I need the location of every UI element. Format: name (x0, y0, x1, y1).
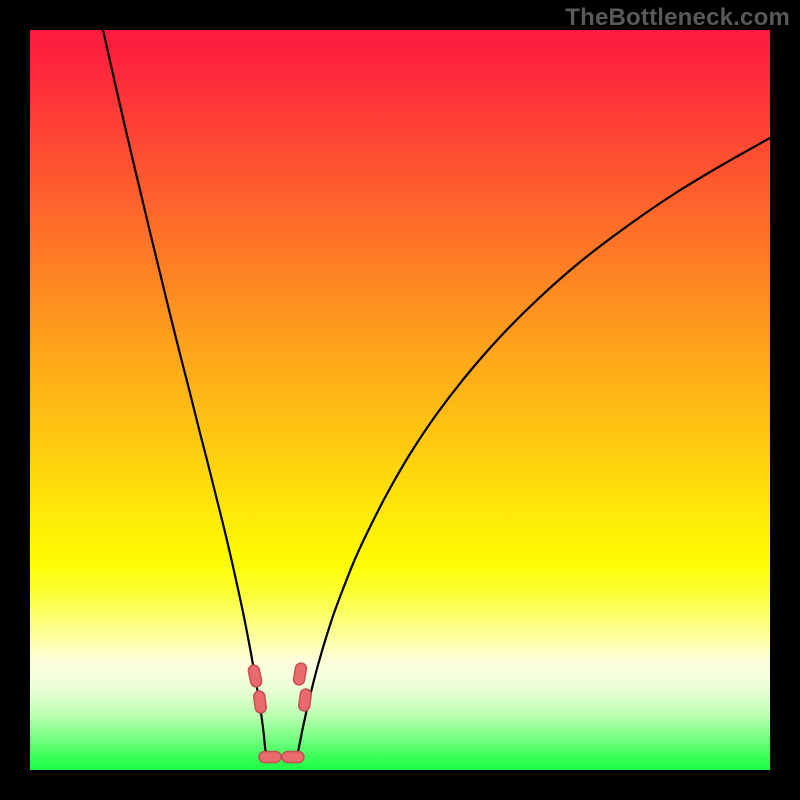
pill-marker-3 (298, 688, 312, 711)
watermark-text: TheBottleneck.com (565, 4, 790, 32)
pill-marker-5 (282, 752, 304, 763)
gradient-background (30, 30, 770, 770)
pill-marker-4 (259, 752, 281, 763)
pill-marker-1 (253, 690, 267, 713)
plot-area (30, 30, 770, 770)
chart-svg (30, 30, 770, 770)
